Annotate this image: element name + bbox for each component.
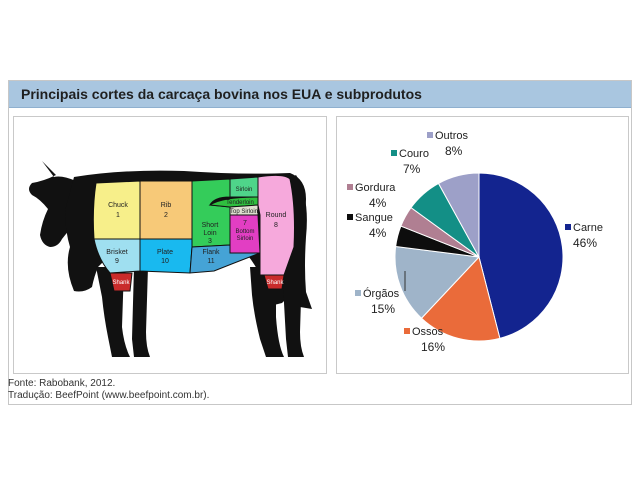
slice-label: Carne <box>573 222 603 234</box>
pie-slice-órgãos <box>394 245 481 319</box>
cut-round <box>257 174 295 276</box>
cut-label: Sirloin <box>236 187 253 193</box>
cut-label: Tenderloin <box>226 200 254 206</box>
cut-number: 10 <box>161 258 169 265</box>
cut-chuck <box>92 180 141 240</box>
cut-number: 9 <box>115 258 119 265</box>
pie-chart-panel: Carne 46% Ossos 16% Órgãos 15% Sangue 4% Gordura… <box>336 116 629 374</box>
cut-label: Rib <box>161 202 172 209</box>
legend-marker <box>347 184 353 190</box>
legend-marker <box>404 328 410 334</box>
page-title: Principais cortes da carcaça bovina nos … <box>21 86 422 102</box>
slice-value: 46% <box>573 236 597 250</box>
slice-value: 4% <box>369 196 387 210</box>
slice-value: 15% <box>371 302 395 316</box>
slice-label: Outros <box>435 130 469 142</box>
cut-label: Shank <box>112 280 130 286</box>
pie-slices <box>394 172 564 342</box>
pie-slice-outros <box>437 172 480 258</box>
cut-number: 8 <box>274 222 278 229</box>
cow-cuts-diagram: Chuck 1 Rib 2 Short Loin 3 Sirloin Tende… <box>29 161 312 357</box>
slice-label: Órgãos <box>363 287 400 300</box>
cut-brisket <box>93 238 141 274</box>
cut-shank-front <box>109 272 133 292</box>
cut-labels: Chuck 1 Rib 2 Short Loin 3 Sirloin Tende… <box>106 187 286 286</box>
translation-note: Tradução: BeefPoint (www.beefpoint.com.b… <box>8 390 210 401</box>
source-note: Fonte: Rabobank, 2012. <box>8 378 116 389</box>
pie-slice-carne <box>478 172 564 339</box>
pie-slice-ossos <box>420 255 501 342</box>
pie-labels: Carne 46% Ossos 16% Órgãos 15% Sangue 4% Gordura… <box>347 130 603 354</box>
slice-value: 8% <box>445 144 463 158</box>
legend-marker <box>355 290 361 296</box>
legend-marker <box>427 132 433 138</box>
cut-number: 1 <box>116 212 120 219</box>
cut-label: Round <box>266 212 287 219</box>
cut-label: Shank <box>266 280 284 286</box>
cut-number: 11 <box>207 258 214 265</box>
cut-regions <box>92 174 295 292</box>
cut-label: Brisket <box>106 249 127 256</box>
slice-value: 16% <box>421 340 445 354</box>
pie-chart: Carne 46% Ossos 16% Órgãos 15% Sangue 4% Gordura… <box>347 130 603 354</box>
cut-number: 7 <box>243 220 247 227</box>
cut-rib <box>139 180 193 240</box>
cut-number: 3 <box>208 238 212 245</box>
legend-marker <box>565 224 571 230</box>
legend-marker <box>347 214 353 220</box>
infographic-frame: Principais cortes da carcaça bovina nos … <box>8 80 632 405</box>
slice-value: 7% <box>403 162 421 176</box>
slice-label: Ossos <box>412 326 444 338</box>
cut-label: Flank <box>202 249 220 256</box>
beef-cuts-panel: Chuck 1 Rib 2 Short Loin 3 Sirloin Tende… <box>13 116 327 374</box>
slice-value: 4% <box>369 226 387 240</box>
cut-label: Plate <box>157 249 173 256</box>
cut-label: Loin <box>203 230 216 237</box>
cut-label: Chuck <box>108 202 128 209</box>
title-bar: Principais cortes da carcaça bovina nos … <box>9 81 631 108</box>
slice-label: Sangue <box>355 212 393 224</box>
cut-label: Top Sirloin <box>230 209 258 215</box>
legend-marker <box>391 150 397 156</box>
cut-label: Sirloin <box>237 236 254 242</box>
cut-flank <box>189 244 261 274</box>
cut-label: Short <box>202 222 219 229</box>
cut-label: Bottom <box>235 229 254 235</box>
slice-label: Couro <box>399 148 429 160</box>
cut-number: 2 <box>164 212 168 219</box>
slice-label: Gordura <box>355 182 396 194</box>
cut-plate <box>139 238 193 274</box>
cut-shank-rear <box>263 274 285 290</box>
